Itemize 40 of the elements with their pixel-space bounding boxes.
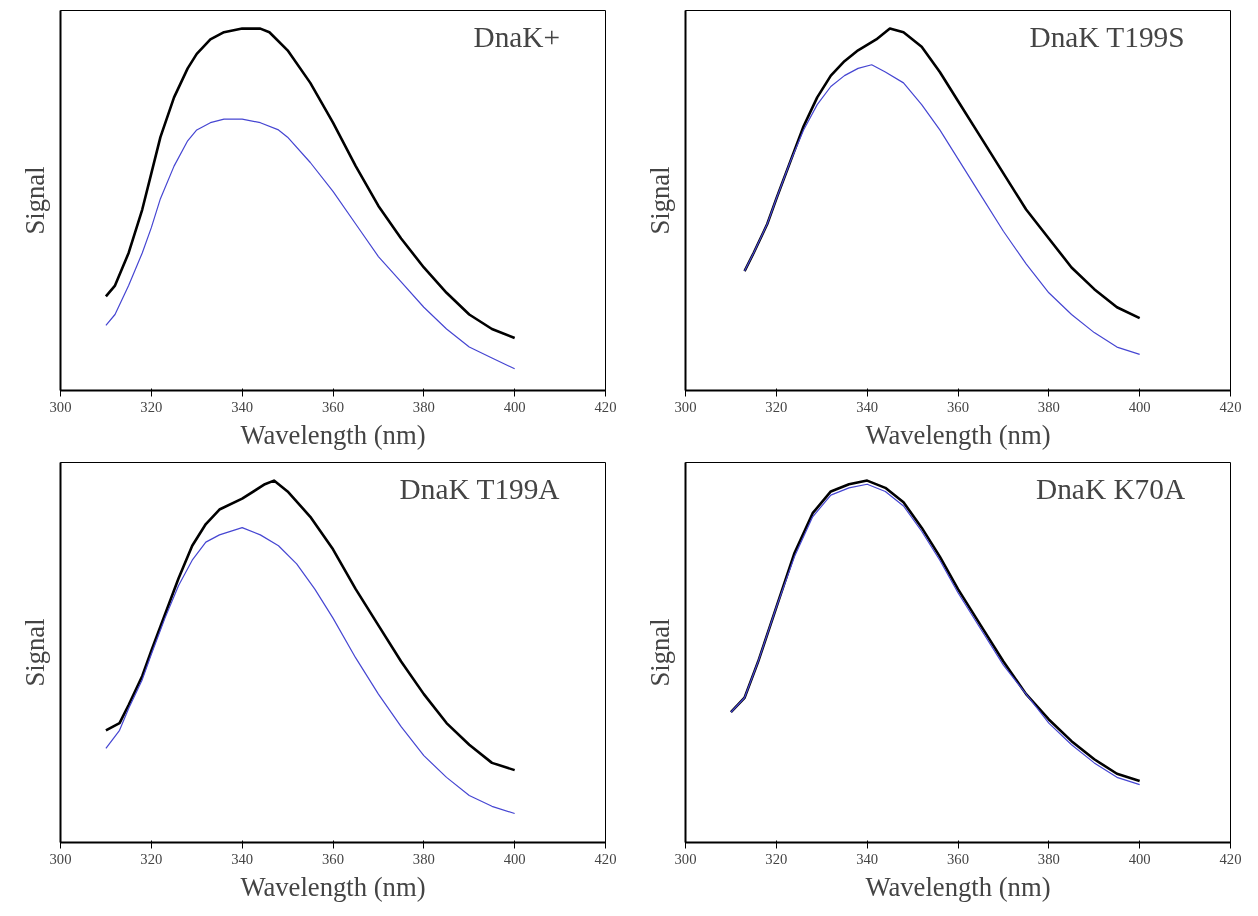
x-tick-label: 420 xyxy=(594,398,617,415)
chart-title: DnaK K70A xyxy=(1036,473,1186,506)
x-tick-label: 360 xyxy=(322,398,344,415)
y-axis-title: Signal xyxy=(644,618,675,687)
x-tick-label: 300 xyxy=(49,850,72,867)
x-tick-label: 300 xyxy=(674,850,697,867)
x-axis-title: Wavelength (nm) xyxy=(240,871,426,902)
x-tick-label: 320 xyxy=(765,398,788,415)
x-tick-label: 380 xyxy=(412,850,435,867)
chart-title: DnaK T199S xyxy=(1029,21,1185,54)
x-tick-label: 380 xyxy=(412,398,435,415)
x-tick-label: 320 xyxy=(140,398,163,415)
x-tick-label: 420 xyxy=(1219,850,1242,867)
x-tick-label: 420 xyxy=(594,850,617,867)
chart-title: DnaK T199A xyxy=(399,473,560,506)
x-tick-label: 320 xyxy=(765,850,788,867)
x-tick-label: 340 xyxy=(231,398,254,415)
x-tick-label: 380 xyxy=(1037,398,1060,415)
x-tick-label: 420 xyxy=(1219,398,1242,415)
x-axis-title: Wavelength (nm) xyxy=(865,871,1051,902)
x-tick-label: 300 xyxy=(49,398,72,415)
x-tick-label: 340 xyxy=(856,398,879,415)
y-axis-title: Signal xyxy=(19,166,50,235)
x-tick-label: 400 xyxy=(503,850,526,867)
x-tick-label: 400 xyxy=(503,398,526,415)
x-tick-label: 320 xyxy=(140,850,163,867)
x-tick-label: 340 xyxy=(231,850,254,867)
x-tick-label: 360 xyxy=(947,398,969,415)
x-tick-label: 380 xyxy=(1037,850,1060,867)
chart-title: DnaK+ xyxy=(473,21,561,54)
x-axis-title: Wavelength (nm) xyxy=(240,419,426,450)
x-axis-title: Wavelength (nm) xyxy=(865,419,1051,450)
x-tick-label: 400 xyxy=(1128,850,1151,867)
y-axis-title: Signal xyxy=(644,166,675,235)
x-tick-label: 300 xyxy=(674,398,697,415)
x-tick-label: 360 xyxy=(947,850,969,867)
x-tick-label: 400 xyxy=(1128,398,1151,415)
y-axis-title: Signal xyxy=(19,618,50,687)
x-tick-label: 340 xyxy=(856,850,879,867)
x-tick-label: 360 xyxy=(322,850,344,867)
